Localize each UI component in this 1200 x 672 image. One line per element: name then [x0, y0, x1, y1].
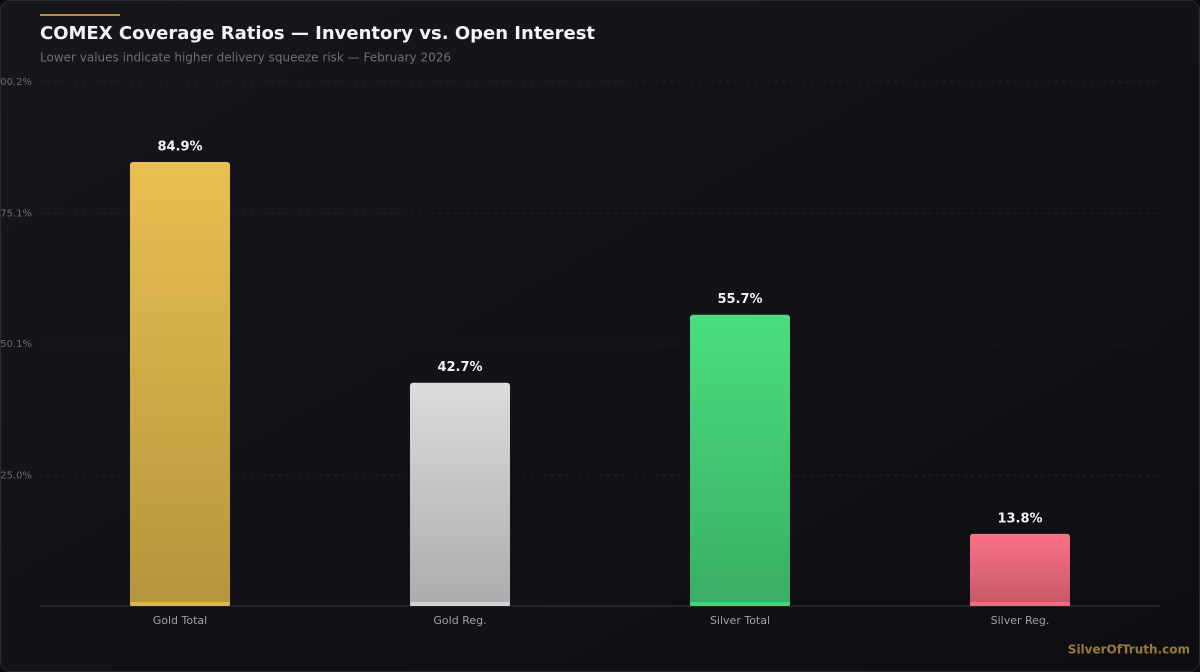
value-label: 55.7%: [717, 292, 762, 307]
y-tick-label: 75.1%: [0, 208, 32, 219]
value-label: 42.7%: [437, 360, 482, 375]
x-tick-label: Silver Reg.: [991, 614, 1050, 627]
y-tick-label: 50.1%: [0, 339, 32, 350]
bar-shade: [970, 533, 1070, 606]
bar-shade: [690, 314, 790, 606]
chart-subtitle: Lower values indicate higher delivery sq…: [40, 51, 451, 65]
bar-shade: [410, 382, 510, 606]
x-tick-label: Silver Total: [710, 614, 770, 627]
value-label: 13.8%: [997, 511, 1042, 526]
bar-base: [970, 602, 1070, 606]
bar-shade: [130, 162, 230, 607]
bar-base: [410, 602, 510, 606]
watermark: SilverOfTruth.com: [1068, 643, 1190, 657]
chart-title: COMEX Coverage Ratios — Inventory vs. Op…: [40, 23, 595, 44]
y-tick-label: 25.0%: [0, 470, 32, 481]
y-tick-label: 100.2%: [0, 77, 32, 88]
x-tick-label: Gold Total: [153, 614, 207, 627]
value-label: 84.9%: [157, 140, 202, 155]
x-tick-label: Gold Reg.: [433, 614, 486, 627]
bar-base: [130, 602, 230, 606]
bar-base: [690, 602, 790, 606]
